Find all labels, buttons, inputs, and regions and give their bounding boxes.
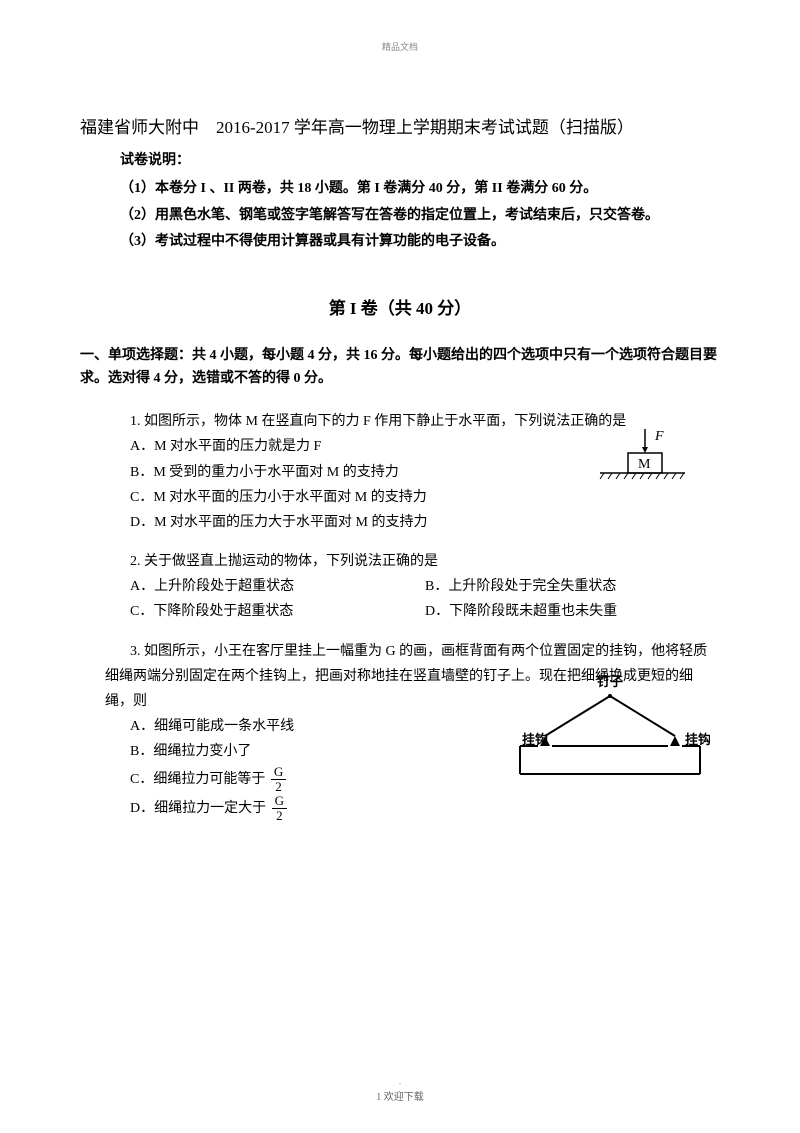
q3-figure: 钉子 挂钩 挂钩	[510, 674, 710, 784]
page-footer: . 1 欢迎下载	[0, 1077, 800, 1103]
q3-c-text: C．细绳拉力可能等于	[130, 772, 265, 787]
instruction-item-2: （2）用黑色水笔、钢笔或签字笔解答写在答卷的指定位置上，考试结束后，只交答卷。	[120, 205, 720, 227]
q2-option-a: A．上升阶段处于超重状态	[130, 574, 425, 599]
instructions-label: 试卷说明：	[120, 150, 720, 172]
instruction-item-3: （3）考试过程中不得使用计算器或具有计算功能的电子设备。	[120, 231, 720, 253]
footer-dot: .	[0, 1077, 800, 1086]
q3-option-d: D．细绳拉力一定大于 G 2	[130, 794, 720, 824]
section-1-intro: 一、单项选择题：共 4 小题，每小题 4 分，共 16 分。每小题给出的四个选项…	[80, 344, 720, 392]
q1-option-c: C．M 对水平面的压力小于水平面对 M 的支持力	[130, 485, 720, 510]
q1-option-d: D．M 对水平面的压力大于水平面对 M 的支持力	[130, 510, 720, 535]
instruction-item-1: （1）本卷分 I 、II 两卷，共 18 小题。第 I 卷满分 40 分，第 I…	[120, 178, 720, 200]
page-title: 福建省师大附中 2016-2017 学年高一物理上学期期末考试试题（扫描版）	[80, 113, 720, 138]
q3-label-hook-right: 挂钩	[685, 732, 710, 747]
question-2: 2. 关于做竖直上抛运动的物体，下列说法正确的是 A．上升阶段处于超重状态 B．…	[80, 549, 720, 625]
question-3: 3. 如图所示，小王在客厅里挂上一幅重为 G 的画，画框背面有两个位置固定的挂钩…	[80, 639, 720, 824]
header-watermark: 精品文档	[80, 40, 720, 53]
q2-option-c: C．下降阶段处于超重状态	[130, 599, 425, 624]
question-1: 1. 如图所示，物体 M 在竖直向下的力 F 作用下静止于水平面，下列说法正确的…	[80, 409, 720, 535]
q1-label-m: M	[638, 457, 651, 472]
q2-option-b: B．上升阶段处于完全失重状态	[425, 574, 720, 599]
footer-text: 欢迎下载	[381, 1092, 424, 1103]
q2-stem: 2. 关于做竖直上抛运动的物体，下列说法正确的是	[130, 549, 720, 574]
q1-figure: F M	[590, 427, 690, 487]
q3-label-nail: 钉子	[597, 674, 623, 689]
q3-label-hook-left: 挂钩	[522, 732, 548, 747]
section-1-title: 第 I 卷（共 40 分）	[80, 294, 720, 319]
q2-option-d: D．下降阶段既未超重也未失重	[425, 599, 720, 624]
q1-label-f: F	[654, 429, 664, 444]
q3-d-fraction: G 2	[272, 794, 287, 824]
q3-c-fraction: G 2	[271, 765, 286, 795]
q3-d-text: D．细绳拉力一定大于	[130, 801, 266, 816]
